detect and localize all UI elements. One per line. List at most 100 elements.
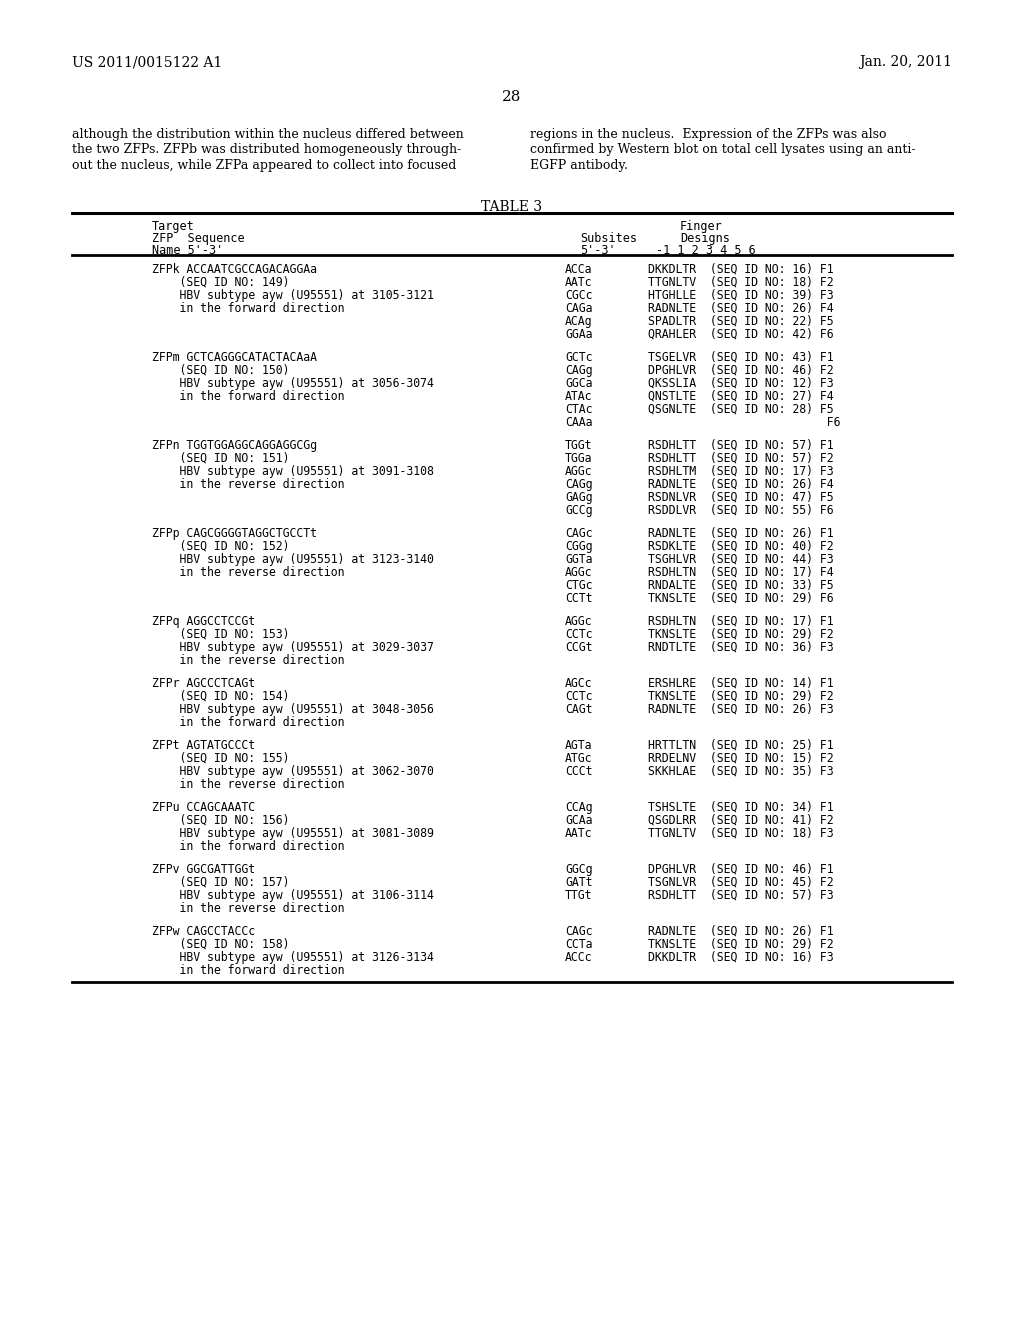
Text: TSGELVR  (SEQ ID NO: 43) F1: TSGELVR (SEQ ID NO: 43) F1 bbox=[648, 351, 834, 364]
Text: in the forward direction: in the forward direction bbox=[152, 964, 344, 977]
Text: GGTa: GGTa bbox=[565, 553, 593, 566]
Text: RSDHLTM  (SEQ ID NO: 17) F3: RSDHLTM (SEQ ID NO: 17) F3 bbox=[648, 465, 834, 478]
Text: QKSSLIA  (SEQ ID NO: 12) F3: QKSSLIA (SEQ ID NO: 12) F3 bbox=[648, 378, 834, 389]
Text: GGCg: GGCg bbox=[565, 863, 593, 876]
Text: HBV subtype ayw (U95551) at 3029-3037: HBV subtype ayw (U95551) at 3029-3037 bbox=[152, 642, 434, 653]
Text: ATGc: ATGc bbox=[565, 752, 593, 766]
Text: GCTc: GCTc bbox=[565, 351, 593, 364]
Text: Name 5'-3': Name 5'-3' bbox=[152, 244, 223, 257]
Text: TSGHLVR  (SEQ ID NO: 44) F3: TSGHLVR (SEQ ID NO: 44) F3 bbox=[648, 553, 834, 566]
Text: GGCa: GGCa bbox=[565, 378, 593, 389]
Text: CAGc: CAGc bbox=[565, 527, 593, 540]
Text: in the reverse direction: in the reverse direction bbox=[152, 777, 344, 791]
Text: ACCc: ACCc bbox=[565, 950, 593, 964]
Text: DPGHLVR  (SEQ ID NO: 46) F1: DPGHLVR (SEQ ID NO: 46) F1 bbox=[648, 863, 834, 876]
Text: CTGc: CTGc bbox=[565, 579, 593, 591]
Text: TKNSLTE  (SEQ ID NO: 29) F2: TKNSLTE (SEQ ID NO: 29) F2 bbox=[648, 939, 834, 950]
Text: RNDALTE  (SEQ ID NO: 33) F5: RNDALTE (SEQ ID NO: 33) F5 bbox=[648, 579, 834, 591]
Text: TKNSLTE  (SEQ ID NO: 29) F2: TKNSLTE (SEQ ID NO: 29) F2 bbox=[648, 628, 834, 642]
Text: in the reverse direction: in the reverse direction bbox=[152, 902, 344, 915]
Text: ZFP  Sequence: ZFP Sequence bbox=[152, 232, 245, 246]
Text: AGGc: AGGc bbox=[565, 566, 593, 579]
Text: CCGt: CCGt bbox=[565, 642, 593, 653]
Text: ZFPp CAGCGGGGTAGGCTGCCTt: ZFPp CAGCGGGGTAGGCTGCCTt bbox=[152, 527, 317, 540]
Text: Jan. 20, 2011: Jan. 20, 2011 bbox=[859, 55, 952, 69]
Text: CAAa: CAAa bbox=[565, 416, 593, 429]
Text: RSDHLTN  (SEQ ID NO: 17) F1: RSDHLTN (SEQ ID NO: 17) F1 bbox=[648, 615, 834, 628]
Text: CCTc: CCTc bbox=[565, 690, 593, 704]
Text: CGGg: CGGg bbox=[565, 540, 593, 553]
Text: GCCg: GCCg bbox=[565, 504, 593, 517]
Text: Designs: Designs bbox=[680, 232, 730, 246]
Text: RNDTLTE  (SEQ ID NO: 36) F3: RNDTLTE (SEQ ID NO: 36) F3 bbox=[648, 642, 834, 653]
Text: CCCt: CCCt bbox=[565, 766, 593, 777]
Text: GGAa: GGAa bbox=[565, 327, 593, 341]
Text: QRAHLER  (SEQ ID NO: 42) F6: QRAHLER (SEQ ID NO: 42) F6 bbox=[648, 327, 834, 341]
Text: RSDHLTT  (SEQ ID NO: 57) F3: RSDHLTT (SEQ ID NO: 57) F3 bbox=[648, 888, 834, 902]
Text: in the forward direction: in the forward direction bbox=[152, 389, 344, 403]
Text: (SEQ ID NO: 155): (SEQ ID NO: 155) bbox=[152, 752, 290, 766]
Text: GATt: GATt bbox=[565, 876, 593, 888]
Text: HBV subtype ayw (U95551) at 3081-3089: HBV subtype ayw (U95551) at 3081-3089 bbox=[152, 828, 434, 840]
Text: in the reverse direction: in the reverse direction bbox=[152, 566, 344, 579]
Text: HRTTLTN  (SEQ ID NO: 25) F1: HRTTLTN (SEQ ID NO: 25) F1 bbox=[648, 739, 834, 752]
Text: (SEQ ID NO: 158): (SEQ ID NO: 158) bbox=[152, 939, 290, 950]
Text: in the forward direction: in the forward direction bbox=[152, 840, 344, 853]
Text: AGGc: AGGc bbox=[565, 465, 593, 478]
Text: TTGNLTV  (SEQ ID NO: 18) F3: TTGNLTV (SEQ ID NO: 18) F3 bbox=[648, 828, 834, 840]
Text: TSGNLVR  (SEQ ID NO: 45) F2: TSGNLVR (SEQ ID NO: 45) F2 bbox=[648, 876, 834, 888]
Text: out the nucleus, while ZFPa appeared to collect into focused: out the nucleus, while ZFPa appeared to … bbox=[72, 158, 457, 172]
Text: TGGa: TGGa bbox=[565, 451, 593, 465]
Text: TABLE 3: TABLE 3 bbox=[481, 201, 543, 214]
Text: CTAc: CTAc bbox=[565, 403, 593, 416]
Text: (SEQ ID NO: 156): (SEQ ID NO: 156) bbox=[152, 814, 290, 828]
Text: ZFPt AGTATGCCCt: ZFPt AGTATGCCCt bbox=[152, 739, 255, 752]
Text: TKNSLTE  (SEQ ID NO: 29) F6: TKNSLTE (SEQ ID NO: 29) F6 bbox=[648, 591, 834, 605]
Text: ZFPm GCTCAGGGCATACTACAaA: ZFPm GCTCAGGGCATACTACAaA bbox=[152, 351, 317, 364]
Text: DKKDLTR  (SEQ ID NO: 16) F1: DKKDLTR (SEQ ID NO: 16) F1 bbox=[648, 263, 834, 276]
Text: TKNSLTE  (SEQ ID NO: 29) F2: TKNSLTE (SEQ ID NO: 29) F2 bbox=[648, 690, 834, 704]
Text: CAGg: CAGg bbox=[565, 364, 593, 378]
Text: CCTa: CCTa bbox=[565, 939, 593, 950]
Text: GAGg: GAGg bbox=[565, 491, 593, 504]
Text: AGGc: AGGc bbox=[565, 615, 593, 628]
Text: GCAa: GCAa bbox=[565, 814, 593, 828]
Text: Target: Target bbox=[152, 220, 195, 234]
Text: SKKHLAE  (SEQ ID NO: 35) F3: SKKHLAE (SEQ ID NO: 35) F3 bbox=[648, 766, 834, 777]
Text: 28: 28 bbox=[503, 90, 521, 104]
Text: AGCc: AGCc bbox=[565, 677, 593, 690]
Text: RADNLTE  (SEQ ID NO: 26) F1: RADNLTE (SEQ ID NO: 26) F1 bbox=[648, 527, 834, 540]
Text: Finger: Finger bbox=[680, 220, 723, 234]
Text: DPGHLVR  (SEQ ID NO: 46) F2: DPGHLVR (SEQ ID NO: 46) F2 bbox=[648, 364, 834, 378]
Text: ZFPn TGGTGGAGGCAGGAGGCGg: ZFPn TGGTGGAGGCAGGAGGCGg bbox=[152, 440, 317, 451]
Text: AGTa: AGTa bbox=[565, 739, 593, 752]
Text: RADNLTE  (SEQ ID NO: 26) F4: RADNLTE (SEQ ID NO: 26) F4 bbox=[648, 302, 834, 315]
Text: HTGHLLE  (SEQ ID NO: 39) F3: HTGHLLE (SEQ ID NO: 39) F3 bbox=[648, 289, 834, 302]
Text: ATAc: ATAc bbox=[565, 389, 593, 403]
Text: 5'-3': 5'-3' bbox=[580, 244, 615, 257]
Text: HBV subtype ayw (U95551) at 3056-3074: HBV subtype ayw (U95551) at 3056-3074 bbox=[152, 378, 434, 389]
Text: TTGt: TTGt bbox=[565, 888, 593, 902]
Text: ACCa: ACCa bbox=[565, 263, 593, 276]
Text: HBV subtype ayw (U95551) at 3091-3108: HBV subtype ayw (U95551) at 3091-3108 bbox=[152, 465, 434, 478]
Text: HBV subtype ayw (U95551) at 3106-3114: HBV subtype ayw (U95551) at 3106-3114 bbox=[152, 888, 434, 902]
Text: CGCc: CGCc bbox=[565, 289, 593, 302]
Text: TGGt: TGGt bbox=[565, 440, 593, 451]
Text: (SEQ ID NO: 152): (SEQ ID NO: 152) bbox=[152, 540, 290, 553]
Text: -1 1 2 3 4 5 6: -1 1 2 3 4 5 6 bbox=[656, 244, 756, 257]
Text: TSHSLTE  (SEQ ID NO: 34) F1: TSHSLTE (SEQ ID NO: 34) F1 bbox=[648, 801, 834, 814]
Text: CCTc: CCTc bbox=[565, 628, 593, 642]
Text: RRDELNV  (SEQ ID NO: 15) F2: RRDELNV (SEQ ID NO: 15) F2 bbox=[648, 752, 834, 766]
Text: in the forward direction: in the forward direction bbox=[152, 302, 344, 315]
Text: although the distribution within the nucleus differed between: although the distribution within the nuc… bbox=[72, 128, 464, 141]
Text: RSDHLTN  (SEQ ID NO: 17) F4: RSDHLTN (SEQ ID NO: 17) F4 bbox=[648, 566, 834, 579]
Text: HBV subtype ayw (U95551) at 3126-3134: HBV subtype ayw (U95551) at 3126-3134 bbox=[152, 950, 434, 964]
Text: RADNLTE  (SEQ ID NO: 26) F3: RADNLTE (SEQ ID NO: 26) F3 bbox=[648, 704, 834, 715]
Text: RSDHLTT  (SEQ ID NO: 57) F1: RSDHLTT (SEQ ID NO: 57) F1 bbox=[648, 440, 834, 451]
Text: RSDHLTT  (SEQ ID NO: 57) F2: RSDHLTT (SEQ ID NO: 57) F2 bbox=[648, 451, 834, 465]
Text: confirmed by Western blot on total cell lysates using an anti-: confirmed by Western blot on total cell … bbox=[530, 144, 915, 157]
Text: ERSHLRE  (SEQ ID NO: 14) F1: ERSHLRE (SEQ ID NO: 14) F1 bbox=[648, 677, 834, 690]
Text: ZFPq AGGCCTCCGt: ZFPq AGGCCTCCGt bbox=[152, 615, 255, 628]
Text: ZFPk ACCAATCGCCAGACAGGAa: ZFPk ACCAATCGCCAGACAGGAa bbox=[152, 263, 317, 276]
Text: QSGNLTE  (SEQ ID NO: 28) F5: QSGNLTE (SEQ ID NO: 28) F5 bbox=[648, 403, 834, 416]
